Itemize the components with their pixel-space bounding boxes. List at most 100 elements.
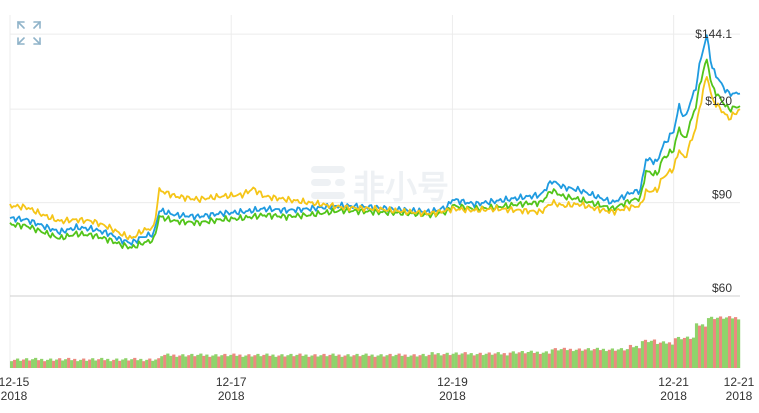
volume-bar	[184, 356, 188, 368]
volume-bar	[58, 358, 62, 368]
volume-bar	[619, 348, 624, 368]
volume-bar	[643, 339, 648, 368]
x-tick-label-year: 2018	[726, 389, 753, 403]
volume-bar	[202, 355, 206, 368]
price-series	[9, 34, 741, 250]
volume-bar	[544, 351, 548, 368]
volume-bars	[10, 316, 741, 368]
x-tick-label-year: 2018	[439, 389, 466, 403]
volume-bar	[328, 354, 332, 368]
volume-bar	[676, 336, 681, 368]
x-tick-label-date: 12-17	[216, 375, 247, 389]
volume-bar	[481, 355, 485, 368]
volume-bar	[91, 358, 95, 368]
volume-bar	[307, 356, 311, 368]
volume-bar	[505, 355, 509, 368]
volume-bar	[514, 353, 518, 368]
volume-bar	[418, 355, 422, 368]
volume-bar	[298, 353, 302, 368]
volume-bar	[10, 361, 14, 368]
volume-bar	[493, 353, 497, 368]
volume-bar	[715, 317, 720, 368]
x-tick-label-date: 12-21	[724, 375, 755, 389]
volume-bar	[220, 355, 224, 368]
series-line-yellow	[9, 76, 741, 241]
volume-bar	[16, 358, 20, 368]
volume-bar	[169, 355, 173, 368]
volume-bar	[28, 360, 32, 368]
volume-bar	[415, 356, 419, 368]
volume-bar	[478, 352, 482, 368]
volume-bar	[364, 353, 368, 368]
expand-arrows-icon[interactable]	[15, 19, 43, 47]
volume-bar	[196, 354, 200, 368]
volume-bar	[385, 355, 389, 368]
volume-bar	[61, 360, 65, 368]
volume-bar	[445, 352, 449, 368]
volume-bar	[145, 359, 149, 368]
volume-bar	[688, 338, 693, 368]
volume-bar	[469, 353, 473, 368]
volume-bar	[31, 359, 35, 368]
volume-bar	[238, 354, 242, 368]
volume-bar	[376, 355, 380, 368]
volume-bar	[232, 353, 236, 368]
volume-bar	[154, 359, 158, 368]
volume-bar	[559, 349, 563, 368]
volume-bar	[340, 356, 344, 368]
volume-bar	[592, 349, 596, 368]
volume-bar	[535, 351, 539, 368]
volume-bar	[118, 360, 122, 368]
volume-bar	[34, 357, 38, 368]
volume-bar	[430, 352, 434, 368]
volume-bar	[694, 323, 699, 368]
volume-bar	[670, 344, 675, 368]
x-axis-labels: 12-15201812-17201812-19201812-21201812-2…	[0, 375, 755, 403]
watermark: 非小号	[311, 166, 449, 205]
volume-bar	[214, 354, 218, 368]
volume-bar	[133, 357, 137, 368]
volume-bar	[436, 353, 440, 368]
volume-bar	[331, 353, 335, 368]
volume-bar	[367, 355, 371, 368]
volume-bar	[136, 360, 140, 368]
volume-bar	[397, 353, 401, 368]
volume-bar	[313, 354, 317, 368]
volume-bar	[358, 356, 362, 368]
volume-bar	[400, 355, 404, 368]
volume-bar	[712, 319, 717, 368]
volume-bar	[334, 355, 338, 368]
feixiaohao-logo-icon	[311, 166, 345, 199]
volume-bar	[547, 353, 551, 368]
volume-bar	[112, 359, 116, 368]
volume-bar	[163, 354, 167, 368]
volume-bar	[427, 354, 431, 368]
volume-bar	[271, 354, 275, 368]
volume-bar	[697, 325, 702, 368]
volume-bar	[280, 354, 284, 368]
volume-bar	[217, 356, 221, 368]
y-tick-label: $60	[712, 281, 732, 295]
volume-bar	[487, 352, 491, 368]
volume-bar	[310, 355, 314, 368]
volume-bar	[109, 361, 113, 368]
volume-bar	[289, 353, 293, 368]
volume-bar	[208, 356, 212, 368]
volume-bar	[151, 360, 155, 368]
volume-bar	[277, 355, 281, 368]
volume-bar	[733, 317, 738, 368]
volume-bar	[319, 355, 323, 368]
volume-bar	[727, 316, 732, 368]
volume-bar	[685, 336, 690, 368]
volume-bar	[523, 353, 527, 368]
volume-bar	[730, 318, 735, 368]
volume-bar	[382, 356, 386, 368]
volume-bar	[304, 354, 308, 368]
volume-bar	[484, 353, 488, 368]
x-tick-label-year: 2018	[1, 389, 28, 403]
volume-bar	[253, 355, 257, 368]
volume-bar	[178, 355, 182, 368]
volume-bar	[67, 357, 71, 368]
volume-bar	[121, 359, 125, 368]
